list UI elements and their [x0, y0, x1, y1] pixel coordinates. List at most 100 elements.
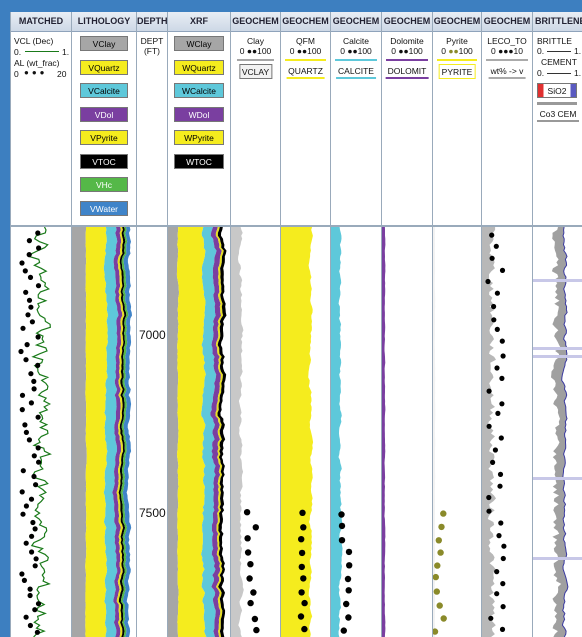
xrf-chip-wcalcite[interactable]: WCalcite: [174, 83, 224, 98]
depth-track[interactable]: 7000 7500: [137, 227, 167, 637]
leco-sample-point: [498, 435, 504, 441]
lithology-chip-vwater[interactable]: VWater: [80, 200, 128, 216]
lithology-chip-vquartz[interactable]: VQuartz: [80, 59, 128, 75]
dolomite-scale: 0 ●●100: [391, 46, 423, 56]
pyrite-color-bar: [437, 59, 477, 61]
dolomit-chip[interactable]: DOLOMIT: [385, 64, 429, 79]
qfm-sample-point: [298, 536, 305, 543]
al-scale-min: 0: [14, 69, 19, 79]
cement-scale-max: 1.: [574, 68, 582, 78]
clay-sample-point: [244, 535, 251, 542]
xrf-chip-wclay[interactable]: WClay: [174, 36, 224, 51]
qfm-color-bar: [285, 59, 326, 61]
vclay-chip[interactable]: VCLAY: [238, 64, 273, 79]
al-sample-point: [33, 482, 39, 488]
lith-dol-fill: [112, 227, 123, 637]
al-dot-sample: ●●●: [24, 68, 48, 77]
xrf-chip-wquartz[interactable]: WQuartz: [174, 59, 224, 75]
geochem-calcite-header[interactable]: GEOCHEM: [331, 12, 381, 32]
co3-cement-chip[interactable]: Co3 CEM: [537, 107, 579, 122]
xrf-track-column[interactable]: XRF WClay WQuartz WCalcite WDol WPyrite WTOC: [167, 12, 230, 637]
leco-track[interactable]: [482, 227, 532, 637]
geochem-qfm-column[interactable]: GEOCHEM QFM 0 ●●100 QUARTZ: [280, 12, 330, 637]
matched-legend[interactable]: VCL (Dec) 0. 1. AL (wt_frac) 0 ●●● 20: [11, 32, 71, 227]
geochem-clay-track[interactable]: [231, 227, 280, 637]
leco-sample-point: [499, 401, 505, 407]
qfm-sample-point: [298, 549, 306, 557]
lithology-chip-vhc[interactable]: VHc: [80, 177, 128, 192]
leco-legend[interactable]: LECO_TO 0 ●●●10 wt% -> v: [482, 32, 532, 227]
leco-sample-point: [488, 615, 494, 621]
brittleness-header[interactable]: BRITTLENE: [533, 12, 582, 32]
geochem-clay-header[interactable]: GEOCHEM: [231, 12, 280, 32]
leco-unit-chip[interactable]: wt% -> v: [488, 64, 526, 79]
al-sample-point: [29, 319, 35, 325]
geochem-calcite-legend[interactable]: Calcite 0 ●●100 CALCITE: [331, 32, 381, 227]
xrf-track[interactable]: [168, 227, 230, 637]
sio2-chip[interactable]: SiO2: [537, 83, 577, 98]
lithology-chip-vclay[interactable]: VClay: [80, 36, 128, 51]
geochem-clay-column[interactable]: GEOCHEM Clay 0 ●●100 VCLAY: [230, 12, 280, 637]
leco-column[interactable]: GEOCHEM LECO_TO 0 ●●●10 wt% -> v: [481, 12, 532, 637]
cement-line-sample: [547, 73, 571, 74]
qfm-scale: 0 ●●100: [289, 46, 322, 56]
geochem-qfm-header[interactable]: GEOCHEM: [281, 12, 330, 32]
quartz-chip[interactable]: QUARTZ: [286, 64, 325, 79]
lithology-track[interactable]: [72, 227, 136, 637]
calcite-chip[interactable]: CALCITE: [336, 64, 376, 79]
xrf-legend[interactable]: WClay WQuartz WCalcite WDol WPyrite WTOC: [168, 32, 230, 227]
depth-track-column[interactable]: DEPTH DEPT (FT) 7000 7500: [136, 12, 167, 637]
geochem-dolomite-track[interactable]: [382, 227, 432, 637]
matched-track-column[interactable]: MATCHED VCL (Dec) 0. 1. AL (wt_frac) 0 ●…: [10, 12, 71, 637]
al-sample-point: [31, 378, 37, 384]
brittleness-track[interactable]: [533, 227, 582, 637]
qfm-sample-point: [301, 599, 308, 607]
calcite-sample-point: [338, 537, 346, 544]
clay-sample-point: [251, 615, 259, 623]
xrf-chip-wpyrite[interactable]: WPyrite: [174, 130, 224, 145]
geochem-qfm-track[interactable]: [281, 227, 330, 637]
geochem-pyrite-legend[interactable]: Pyrite 0 ●●100 PYRITE: [433, 32, 481, 227]
geochem-pyrite-header[interactable]: GEOCHEM: [433, 12, 481, 32]
geochem-clay-legend[interactable]: Clay 0 ●●100 VCLAY: [231, 32, 280, 227]
geochem-calcite-track[interactable]: [331, 227, 381, 637]
brittleness-legend[interactable]: BRITTLE 0. 1. CEMENT 0. 1. SiO2 Co3 CEM: [533, 32, 582, 227]
xrf-header[interactable]: XRF: [168, 12, 230, 32]
geochem-dolomite-column[interactable]: GEOCHEM Dolomite 0 ●●100 DOLOMIT: [381, 12, 432, 637]
al-sample-point: [20, 325, 26, 331]
leco-sample-point: [489, 255, 495, 261]
lithology-legend[interactable]: VClay VQuartz VCalcite VDol VPyrite VTOC VHc VW…: [72, 32, 136, 227]
depth-header[interactable]: DEPTH: [137, 12, 167, 32]
pyrite-sample-point: [440, 510, 447, 517]
vcl-scale-min: 0.: [14, 47, 22, 57]
xrf-chip-wtoc[interactable]: WTOC: [174, 153, 224, 169]
leco-sample-point: [499, 267, 506, 273]
lithology-chip-vtoc[interactable]: VTOC: [80, 153, 128, 169]
al-sample-point: [32, 563, 38, 569]
brittleness-column[interactable]: BRITTLENE BRITTLE 0. 1. CEMENT 0. 1. SiO…: [532, 12, 582, 637]
matched-track[interactable]: [11, 227, 71, 637]
leco-header[interactable]: GEOCHEM: [482, 12, 532, 32]
geochem-calcite-column[interactable]: GEOCHEM Calcite 0 ●●100 CALCITE: [330, 12, 381, 637]
leco-sample-point: [501, 543, 507, 549]
lithology-chip-vdol[interactable]: VDol: [80, 106, 128, 122]
geochem-pyrite-column[interactable]: GEOCHEM Pyrite 0 ●●100 PYRITE: [432, 12, 481, 637]
lithology-chip-vpyrite[interactable]: VPyrite: [80, 130, 128, 145]
geochem-pyrite-track[interactable]: [433, 227, 481, 637]
pyrite-chip[interactable]: PYRITE: [438, 64, 476, 79]
lithology-chip-vcalcite[interactable]: VCalcite: [80, 83, 128, 98]
lithology-track-column[interactable]: LITHOLOGY VClay VQuartz VCalcite VDol VPyrit…: [71, 12, 136, 637]
geochem-dolomite-header[interactable]: GEOCHEM: [382, 12, 432, 32]
lithology-header[interactable]: LITHOLOGY: [72, 12, 136, 32]
xrf-chip-wdol[interactable]: WDol: [174, 106, 224, 122]
al-sample-point: [19, 392, 26, 398]
xrf-toc-fill: [217, 227, 227, 637]
al-sample-point: [18, 348, 24, 355]
calcite-sample-point: [340, 627, 347, 634]
al-sample-point: [27, 586, 33, 592]
geochem-dolomite-legend[interactable]: Dolomite 0 ●●100 DOLOMIT: [382, 32, 432, 227]
al-sample-point: [35, 414, 41, 420]
geochem-qfm-legend[interactable]: QFM 0 ●●100 QUARTZ: [281, 32, 330, 227]
matched-header[interactable]: MATCHED: [11, 12, 71, 32]
qfm-sample-point: [301, 625, 308, 633]
